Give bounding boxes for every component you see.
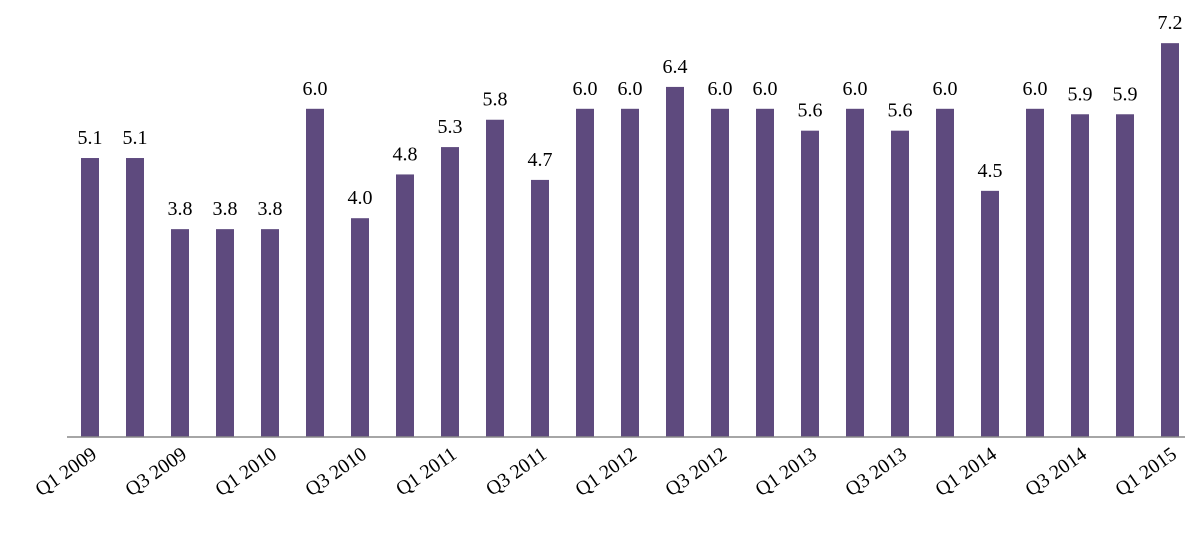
bar: [81, 158, 99, 437]
x-tick-label: Q1 2014: [931, 443, 1001, 501]
bar: [1071, 114, 1089, 438]
x-tick-label: Q1 2009: [31, 443, 101, 501]
data-label: 6.0: [1023, 78, 1048, 100]
data-label: 4.8: [393, 143, 418, 165]
x-tick-label: Q1 2012: [571, 443, 641, 501]
data-label: 6.0: [843, 78, 868, 100]
bar: [441, 147, 459, 437]
data-label: 5.1: [123, 127, 148, 149]
data-label: 4.5: [978, 160, 1003, 182]
bar: [306, 108, 324, 438]
x-tick-label: Q3 2012: [661, 443, 731, 501]
data-label: 6.0: [753, 78, 778, 100]
x-tick-label: Q3 2009: [121, 443, 191, 501]
bar: [846, 108, 864, 438]
bar: [1116, 114, 1134, 438]
bar: [621, 108, 639, 438]
bar: [171, 229, 189, 437]
data-label: 5.6: [888, 100, 913, 122]
x-tick-label: Q3 2010: [301, 443, 371, 501]
bar: [981, 190, 999, 437]
x-tick-label: Q3 2014: [1021, 443, 1091, 501]
data-label: 4.7: [528, 149, 553, 171]
bar: [1161, 43, 1179, 437]
bar: [1026, 108, 1044, 438]
bar: [126, 158, 144, 437]
bar: [351, 218, 369, 437]
data-label: 4.0: [348, 187, 373, 209]
bar: [486, 119, 504, 438]
bar: [576, 108, 594, 438]
bar: [216, 229, 234, 437]
bar: [711, 108, 729, 438]
data-label: 5.9: [1068, 83, 1093, 105]
x-tick-label: Q3 2011: [482, 443, 551, 500]
data-label: 7.2: [1158, 12, 1183, 34]
data-label: 3.8: [168, 198, 193, 220]
x-tick-label: Q1 2013: [751, 443, 821, 501]
bar: [666, 86, 684, 438]
bar: [801, 130, 819, 437]
data-label: 5.3: [438, 116, 463, 138]
data-label: 5.6: [798, 100, 823, 122]
data-label: 3.8: [213, 198, 238, 220]
bar: [261, 229, 279, 437]
bar: [936, 108, 954, 438]
data-label: 5.9: [1113, 83, 1138, 105]
x-tick-label: Q1 2010: [211, 443, 281, 501]
bar: [531, 179, 549, 437]
bar: [396, 174, 414, 437]
data-label: 5.8: [483, 89, 508, 111]
x-tick-label: Q1 2015: [1111, 443, 1181, 501]
bar: [756, 108, 774, 438]
data-label: 6.4: [663, 56, 688, 78]
bar: [891, 130, 909, 437]
data-label: 3.8: [258, 198, 283, 220]
data-label: 5.1: [78, 127, 103, 149]
data-label: 6.0: [618, 78, 643, 100]
data-label: 6.0: [303, 78, 328, 100]
data-label: 6.0: [708, 78, 733, 100]
x-tick-label: Q3 2013: [841, 443, 911, 501]
x-tick-label: Q1 2011: [392, 443, 461, 500]
data-label: 6.0: [573, 78, 598, 100]
data-label: 6.0: [933, 78, 958, 100]
